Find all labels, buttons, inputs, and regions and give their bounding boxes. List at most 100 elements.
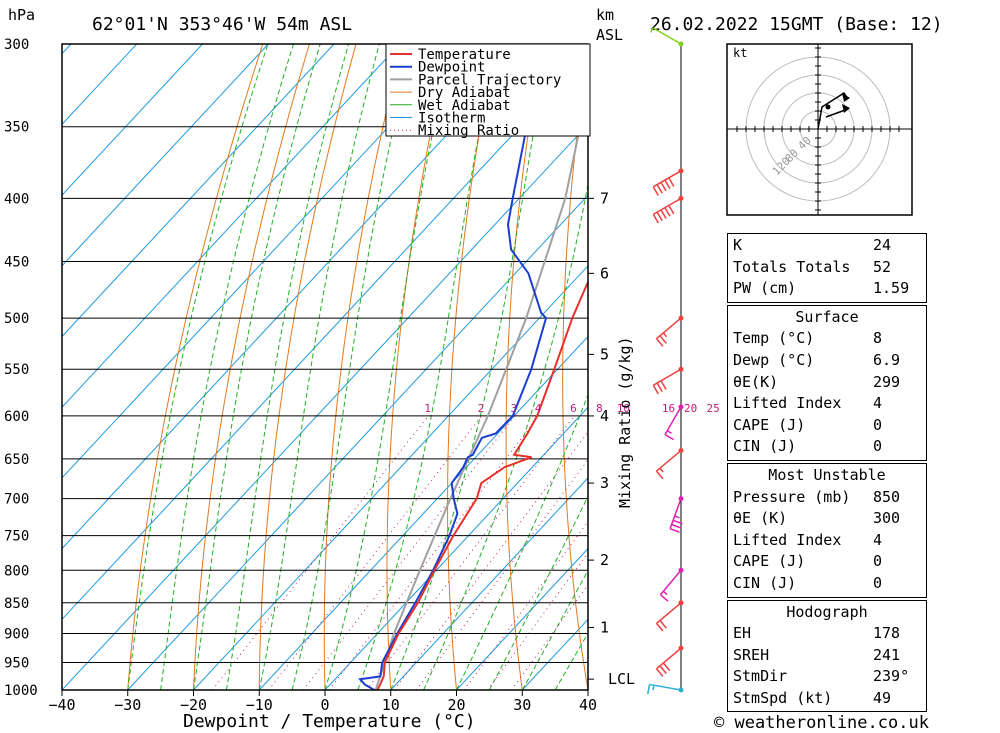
wind-barb-feather — [659, 594, 669, 602]
legend-box — [385, 43, 591, 137]
mixing-ratio-line — [415, 459, 588, 690]
height-tick-label: 4 — [600, 407, 609, 425]
pressure-tick-label: 800 — [4, 563, 29, 579]
hpa-label: hPa — [8, 6, 35, 24]
most-unstable-index-label: CAPE (J) — [733, 552, 806, 571]
most-unstable-index-value: 850 — [873, 487, 901, 506]
isotherm-line — [62, 44, 401, 408]
surface-index-label: Dewp (°C) — [733, 350, 815, 369]
most-unstable-index-value: 0 — [873, 552, 883, 571]
most-unstable-index-label: θE (K) — [733, 509, 788, 528]
temperature-line — [376, 280, 588, 690]
wind-barb-feather — [668, 177, 675, 187]
wind-barb-feather — [659, 665, 667, 675]
dry-adiabat-line — [915, 44, 1000, 690]
hodograph-arrowhead — [842, 93, 850, 102]
general-index-row: K 24 — [728, 235, 926, 257]
pressure-tick-label: 650 — [4, 452, 29, 468]
most-unstable-index-row: Pressure (mb) 850 — [728, 487, 926, 509]
wind-barb-feather — [652, 384, 659, 395]
wind-barb-feather — [664, 433, 675, 441]
pressure-tick-label: 600 — [4, 409, 29, 425]
most-unstable-index-value: 0 — [873, 573, 883, 592]
mixing-ratio-label: 1 — [424, 402, 431, 415]
location-title: 62°01'N 353°46'W 54m ASL — [92, 14, 352, 35]
surface-index-label: Temp (°C) — [733, 329, 815, 348]
isotherm-line — [62, 44, 335, 338]
general-index-value: 24 — [873, 236, 892, 254]
dry-adiabat-line — [671, 44, 720, 690]
wind-barb-feather — [655, 622, 664, 632]
most-unstable-index-label: CIN (J) — [733, 573, 797, 592]
mixing-ratio-labels: 1 2 3 4 6 8 10 16 20 25 — [424, 402, 719, 415]
most-unstable-box: Most Unstable Pressure (mb) 850 θE (K) 300 L… — [727, 462, 927, 598]
wind-barb-feather — [655, 668, 664, 677]
x-tick-label: −30 — [114, 696, 141, 714]
wind-barb-half-feather — [659, 467, 664, 473]
background-lines — [62, 44, 1000, 690]
mixing-ratio-label: 3 — [511, 402, 518, 415]
isotherm-line — [62, 44, 269, 267]
wind-barb-feather — [660, 380, 667, 390]
surface-index-value: 0 — [873, 437, 883, 456]
wind-barb-feather — [662, 662, 671, 672]
mixing-ratio-label: 2 — [478, 402, 485, 415]
pressure-tick-label: 700 — [4, 492, 29, 508]
height-tick-label: 5 — [600, 345, 609, 363]
general-index-label: K — [733, 236, 743, 254]
wet-adiabat-line — [357, 44, 497, 690]
isotherm-line — [62, 44, 466, 479]
hodograph-index-row: EH 178 — [728, 623, 926, 645]
mixing-ratio-label: 6 — [570, 402, 577, 415]
wind-barb-staff — [652, 197, 682, 216]
legend-entry: Wet Adiabat — [418, 98, 511, 114]
surface-index-row: CAPE (J) 0 — [728, 415, 926, 437]
axes: 3003504004505005506006507007508008509009… — [4, 37, 635, 714]
most-unstable-index-row: Lifted Index 4 — [728, 530, 926, 552]
wet-adiabat-line — [127, 44, 269, 690]
isotherm-line — [62, 123, 588, 690]
wind-barb-half-feather — [652, 685, 655, 691]
hodograph-indices-box: Hodograph EH 178 SREH 241 StmDir 239° StmSpd (… — [727, 599, 927, 713]
wet-adiabat-line — [488, 495, 588, 690]
height-tick-label: 2 — [600, 551, 609, 569]
hodograph-index-value: 241 — [873, 645, 901, 664]
isotherm-line — [62, 44, 203, 196]
wind-barb-feather — [671, 523, 682, 529]
legend-entry: Dry Adiabat — [418, 85, 511, 101]
wind-barb-feather — [652, 213, 659, 224]
parcel-trajectory-line — [374, 82, 588, 690]
wind-barb-staff — [649, 683, 682, 691]
pressure-tick-label: 550 — [4, 362, 29, 378]
mixing-ratio-label: 20 — [684, 402, 697, 415]
wind-barb-staff — [669, 498, 682, 529]
wind-barb-feather — [669, 527, 680, 533]
km-label: km — [596, 6, 614, 24]
surface-index-row: Lifted Index 4 — [728, 393, 926, 415]
hodograph-index-label: SREH — [733, 645, 770, 664]
dry-adiabat-line — [323, 44, 404, 690]
hodograph-index-value: 178 — [873, 624, 901, 643]
hodograph-index-value: 49 — [873, 688, 892, 707]
pressure-tick-label: 850 — [4, 596, 29, 612]
pressure-tick-label: 300 — [4, 37, 29, 53]
surface-index-value: 6.9 — [873, 350, 901, 369]
general-index-label: PW (cm) — [733, 279, 797, 298]
wind-barb-feather — [664, 207, 671, 217]
mixing-ratio-axis-label: Mixing Ratio (g/kg) — [616, 336, 634, 508]
x-tick-label: 10 — [382, 696, 400, 714]
legend-entry: Mixing Ratio — [418, 123, 519, 139]
mixing-ratio-label: 16 — [662, 402, 675, 415]
hodograph-index-row: StmSpd (kt) 49 — [728, 688, 926, 710]
height-tick-label: 1 — [600, 618, 609, 636]
wind-barb-half-feather — [666, 430, 672, 434]
wet-adiabat-line — [160, 44, 294, 690]
pressure-tick-label: 350 — [4, 120, 29, 136]
isotherm-line — [324, 406, 588, 690]
pressure-tick-label: 450 — [4, 255, 29, 271]
hodograph-index-row: StmDir 239° — [728, 666, 926, 688]
x-tick-label: 30 — [513, 696, 531, 714]
legend-entry: Temperature — [418, 47, 511, 63]
